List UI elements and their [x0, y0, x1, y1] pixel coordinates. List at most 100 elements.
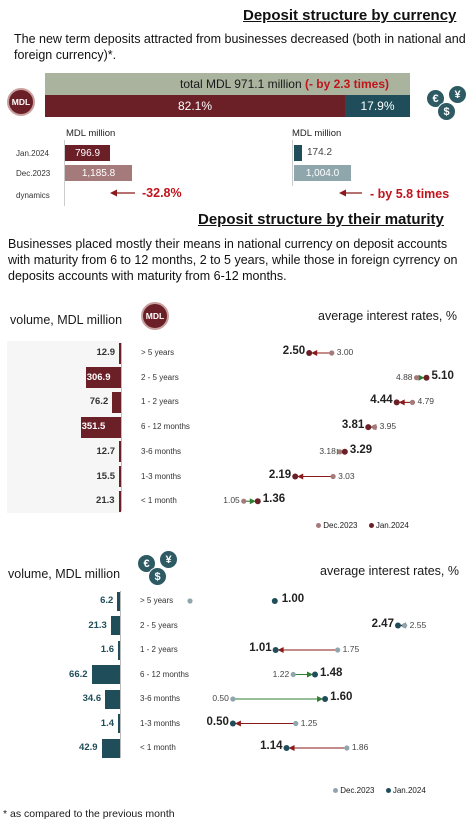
legend-label-dec: Dec.2023	[340, 786, 375, 795]
mdl-dynamics-arrowhead	[110, 189, 117, 197]
rate-change-arrowhead	[249, 498, 256, 505]
maturity-category-label: 3-6 months	[140, 694, 181, 703]
volume-value-label: 76.2	[89, 396, 109, 408]
volume-bar	[85, 367, 121, 389]
maturity-category-label: 1 - 2 years	[140, 645, 178, 654]
total-bar	[45, 73, 410, 95]
maturity-category-label: < 1 month	[140, 743, 176, 752]
rate-dot-jan	[394, 622, 401, 629]
unit-label-mdl: MDL million	[66, 128, 116, 139]
dollar-coin-icon: $	[437, 102, 456, 121]
total-amount: total MDL 971.1 million	[180, 77, 302, 91]
rate-change-arrowhead	[317, 696, 324, 702]
legend-dot-dec	[316, 523, 321, 528]
volume-bar	[91, 665, 120, 684]
volume-bar	[118, 640, 120, 660]
fx-jan-bar	[294, 145, 302, 161]
volume-value-label: 6.2	[100, 595, 114, 606]
rate-label-jan: 1.00	[281, 593, 305, 605]
total-label: total MDL 971.1 million (- by 2.3 times)	[180, 77, 389, 91]
maturity-category-label: 2 - 5 years	[140, 620, 178, 630]
rate-dot-jan	[271, 598, 278, 604]
rate-dot-dec	[409, 399, 416, 405]
rate-dot-dec	[293, 720, 299, 727]
rate-label-dec: 1.25	[300, 717, 318, 728]
rate-label-dec: 1.86	[351, 742, 369, 752]
rate-label-jan: 3.29	[349, 443, 373, 456]
share-fx-value: 17.9%	[360, 99, 395, 113]
fx-dynamics-value: - by 5.8 times	[370, 187, 450, 201]
fx-dec-bar: 1,004.0	[294, 165, 351, 181]
rate-change-arrowhead	[288, 745, 295, 751]
rate-label-dec: 2.55	[409, 619, 427, 630]
rate-label-dec: 1.05	[223, 495, 240, 506]
rate-label-dec: 1.22	[272, 668, 290, 679]
mdl-dec-bar: 1,185.8	[65, 165, 132, 181]
section1-description: The new term deposits attracted from bus…	[14, 32, 466, 62]
section2-title: Deposit structure by their maturity	[198, 211, 444, 228]
share-mdl-value: 82.1%	[177, 99, 213, 113]
mdl-rates-title: average interest rates, %	[318, 309, 457, 323]
fx-block-coins-icon: € ¥ $	[137, 550, 183, 590]
rate-dot-dec	[230, 696, 236, 702]
rate-change-arrowhead	[398, 399, 405, 406]
rate-label-jan: 1.14	[260, 740, 283, 752]
rate-dot-dec	[241, 498, 247, 504]
rate-dot-dec	[290, 671, 296, 678]
legend-dot-jan	[368, 523, 374, 528]
volume-value-label: 21.3	[88, 619, 107, 631]
mdl-dynamics-value: -32.8%	[142, 186, 182, 200]
volume-bar	[119, 342, 121, 364]
rate-dot-dec	[329, 350, 335, 356]
rate-dot-dec	[330, 473, 336, 480]
rate-label-dec: 3.00	[336, 347, 354, 357]
volume-value-label: 12.7	[96, 445, 116, 457]
rate-change-arrowhead	[307, 671, 314, 678]
rate-label-dec: 4.79	[417, 396, 435, 407]
volume-bar	[117, 591, 120, 611]
rate-dot-jan	[254, 498, 261, 505]
section1-title: Deposit structure by currency	[243, 7, 457, 24]
rate-label-jan: 1.01	[249, 642, 272, 654]
legend-label-jan: Jan.2024	[375, 521, 409, 530]
rate-dot-dec-unlabeled	[187, 598, 193, 604]
volume-value-label: 34.6	[82, 693, 102, 704]
volume-bar	[118, 714, 120, 733]
fx-volume-title: volume, MDL million	[8, 567, 121, 581]
footnote: * as compared to the previous month	[3, 808, 175, 820]
rate-label-jan: 2.50	[282, 345, 306, 357]
volume-bar	[110, 616, 120, 635]
rate-dot-jan	[283, 745, 290, 751]
rate-dot-jan	[306, 350, 313, 356]
volume-value-label: 12.9	[96, 347, 116, 358]
volume-value-label: 42.9	[79, 742, 98, 753]
rate-dot-jan	[365, 424, 372, 431]
row-label-dec: Dec.2023	[16, 169, 51, 178]
fx-dec-value: 1,004.0	[305, 167, 340, 179]
rate-label-dec: 3.03	[338, 470, 355, 481]
mdl-legend: Dec.2023 Jan.2024	[316, 521, 409, 530]
rate-label-jan: 2.47	[371, 617, 394, 630]
rate-label-jan: 3.81	[341, 419, 365, 432]
rate-dot-dec	[371, 424, 378, 430]
rate-label-jan: 0.50	[206, 715, 229, 728]
legend-label-dec: Dec.2023	[323, 521, 358, 530]
rate-label-dec: 3.18	[319, 445, 336, 456]
maturity-category-label: 6 - 12 months	[141, 422, 190, 432]
rate-dot-jan	[312, 671, 319, 678]
rate-dot-jan	[423, 374, 430, 381]
fx-jan-value: 174.2	[307, 147, 333, 158]
rate-dot-jan	[272, 647, 279, 653]
rate-change-arrowhead	[418, 374, 425, 381]
rate-dot-dec	[335, 647, 341, 653]
yen-coin-icon: ¥	[159, 550, 178, 569]
rate-label-jan: 1.36	[262, 493, 286, 506]
maturity-category-label: 2 - 5 years	[141, 372, 179, 382]
share-mdl-bar: 82.1%	[45, 95, 345, 117]
fx-legend: Dec.2023 Jan.2024	[333, 786, 426, 795]
rate-dot-dec	[337, 449, 343, 455]
volume-axis-line	[121, 343, 122, 512]
dollar-coin-icon: $	[148, 567, 167, 586]
